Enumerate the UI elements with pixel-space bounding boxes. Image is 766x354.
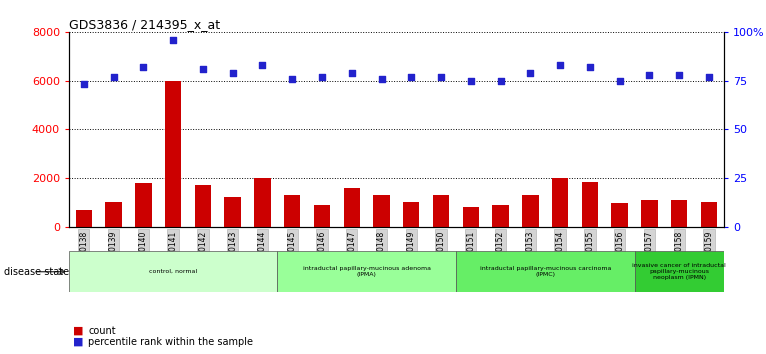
Text: GSM490155: GSM490155	[585, 230, 594, 277]
Bar	[76, 210, 92, 227]
Bar	[165, 81, 182, 227]
Point	[316, 74, 328, 80]
Point	[435, 74, 447, 80]
Text: GSM490148: GSM490148	[377, 230, 386, 277]
Bar	[641, 200, 658, 227]
Point	[137, 64, 149, 70]
Text: control, normal: control, normal	[149, 269, 197, 274]
Bar	[611, 204, 628, 227]
Bar	[373, 195, 390, 227]
Bar	[581, 182, 598, 227]
Text: GSM490147: GSM490147	[347, 230, 356, 277]
Bar	[135, 183, 152, 227]
Bar	[493, 205, 509, 227]
Point	[345, 70, 358, 76]
Bar	[344, 188, 360, 227]
Text: GSM490158: GSM490158	[675, 230, 684, 277]
Point	[257, 62, 269, 68]
Bar	[463, 207, 479, 227]
Text: GSM490157: GSM490157	[645, 230, 654, 277]
Bar	[522, 195, 538, 227]
Bar	[277, 251, 456, 292]
Point	[286, 76, 298, 81]
Text: GSM490156: GSM490156	[615, 230, 624, 277]
Text: GSM490139: GSM490139	[109, 230, 118, 277]
Text: GSM490138: GSM490138	[80, 230, 88, 277]
Bar	[314, 205, 330, 227]
Point	[643, 72, 656, 78]
Text: GSM490144: GSM490144	[258, 230, 267, 277]
Bar	[106, 202, 122, 227]
Bar	[254, 178, 270, 227]
Point	[465, 78, 477, 84]
Point	[405, 74, 417, 80]
Point	[673, 72, 686, 78]
Text: GSM490146: GSM490146	[317, 230, 326, 277]
Bar	[433, 195, 449, 227]
Bar	[552, 178, 568, 227]
Text: GSM490141: GSM490141	[169, 230, 178, 277]
Text: GSM490153: GSM490153	[526, 230, 535, 277]
Text: GSM490151: GSM490151	[466, 230, 476, 277]
Point	[524, 70, 536, 76]
Text: GSM490154: GSM490154	[555, 230, 565, 277]
Text: percentile rank within the sample: percentile rank within the sample	[88, 337, 253, 347]
Text: GSM490159: GSM490159	[705, 230, 713, 277]
Text: GSM490142: GSM490142	[198, 230, 208, 277]
Text: GSM490143: GSM490143	[228, 230, 237, 277]
Text: GDS3836 / 214395_x_at: GDS3836 / 214395_x_at	[69, 18, 220, 31]
Text: GSM490150: GSM490150	[437, 230, 446, 277]
Text: invasive cancer of intraductal
papillary-mucinous
neoplasm (IPMN): invasive cancer of intraductal papillary…	[633, 263, 726, 280]
Bar	[69, 251, 277, 292]
Text: intraductal papillary-mucinous adenoma
(IPMA): intraductal papillary-mucinous adenoma (…	[303, 266, 430, 277]
Point	[227, 70, 239, 76]
Point	[614, 78, 626, 84]
Point	[375, 76, 388, 81]
Text: ■: ■	[73, 337, 83, 347]
Bar	[456, 251, 634, 292]
Text: ■: ■	[73, 326, 83, 336]
Text: GSM490140: GSM490140	[139, 230, 148, 277]
Bar	[403, 202, 420, 227]
Bar	[195, 185, 211, 227]
Point	[703, 74, 715, 80]
Text: GSM490149: GSM490149	[407, 230, 416, 277]
Point	[77, 81, 90, 87]
Point	[584, 64, 596, 70]
Bar	[671, 200, 687, 227]
Text: count: count	[88, 326, 116, 336]
Text: GSM490152: GSM490152	[496, 230, 505, 277]
Bar	[224, 198, 241, 227]
Point	[167, 37, 179, 42]
Bar	[284, 195, 300, 227]
Point	[107, 74, 119, 80]
Bar	[634, 251, 724, 292]
Text: GSM490145: GSM490145	[288, 230, 296, 277]
Text: disease state: disease state	[4, 267, 69, 277]
Text: intraductal papillary-mucinous carcinoma
(IPMC): intraductal papillary-mucinous carcinoma…	[480, 266, 611, 277]
Bar	[701, 202, 717, 227]
Point	[197, 66, 209, 72]
Point	[554, 62, 566, 68]
Point	[495, 78, 507, 84]
